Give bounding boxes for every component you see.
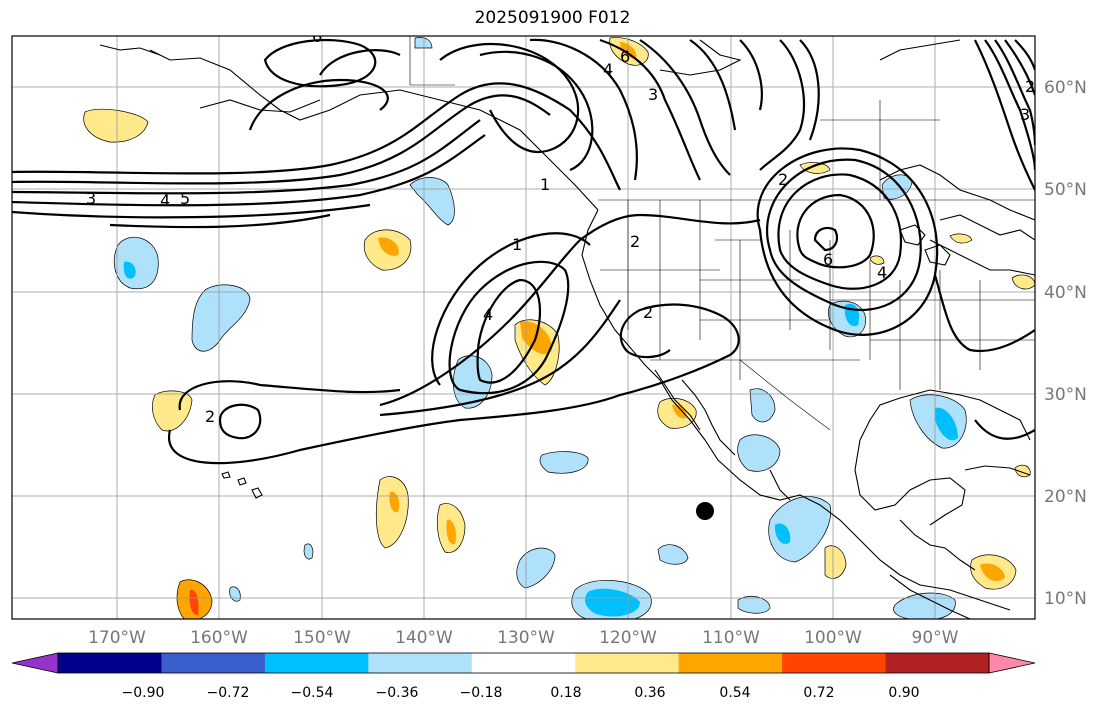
contour-label: 3 bbox=[648, 85, 658, 104]
negative-anomaly-shading bbox=[113, 37, 967, 619]
colorbar-tick-label: −0.54 bbox=[291, 685, 334, 701]
colorbar-tick-label: 0.90 bbox=[888, 685, 919, 701]
colorbar bbox=[11, 652, 1036, 674]
contour-label: 1 bbox=[540, 175, 550, 194]
contour-label: 4 bbox=[603, 60, 613, 79]
colorbar-tick-label: 0.18 bbox=[550, 685, 581, 701]
contour-label: 2 bbox=[778, 170, 788, 189]
lon-label: 120°W bbox=[599, 628, 657, 648]
contour-label: 2 bbox=[205, 407, 215, 426]
colorbar-tick-label: 0.72 bbox=[803, 685, 834, 701]
lat-label: 40°N bbox=[1044, 283, 1087, 303]
lon-label: 160°W bbox=[190, 628, 248, 648]
lon-label: 100°W bbox=[804, 628, 862, 648]
colorbar-segment bbox=[368, 653, 473, 673]
lat-label: 20°N bbox=[1044, 487, 1087, 507]
colorbar-segment bbox=[678, 653, 783, 673]
lon-label: 170°W bbox=[88, 628, 146, 648]
map-panel: 6 3 4 5 3 4 1 4 2 2 2 6 4 2 6 1 2 3 bbox=[12, 27, 1035, 619]
colorbar-segment bbox=[885, 653, 990, 673]
contour-label: 3 bbox=[1020, 105, 1030, 124]
lat-label: 50°N bbox=[1044, 180, 1087, 200]
colorbar-tick-labels: −0.90 −0.72 −0.54 −0.36 −0.18 0.18 0.36 … bbox=[122, 685, 920, 701]
contour-label: 4 bbox=[877, 263, 887, 282]
coastlines bbox=[99, 39, 1035, 619]
height-contours bbox=[12, 38, 1035, 465]
political-boundaries bbox=[409, 36, 1035, 431]
contour-label: 6 bbox=[620, 47, 630, 66]
location-marker bbox=[696, 502, 714, 520]
colorbar-tick-label: 0.36 bbox=[634, 685, 665, 701]
colorbar-tick-label: −0.18 bbox=[460, 685, 503, 701]
colorbar-segment bbox=[58, 653, 162, 673]
contour-label: 4 bbox=[160, 191, 170, 210]
lon-label: 140°W bbox=[395, 628, 453, 648]
lat-label: 60°N bbox=[1044, 78, 1087, 98]
map-title: 2025091900 F012 bbox=[474, 8, 631, 28]
positive-anomaly-shading bbox=[83, 37, 1035, 619]
latitude-labels: 60°N 50°N 40°N 30°N 20°N 10°N bbox=[1044, 78, 1087, 609]
contour-label: 2 bbox=[630, 232, 640, 251]
colorbar-segment bbox=[264, 653, 369, 673]
contour-labels: 6 3 4 5 3 4 1 4 2 2 2 6 4 2 6 1 2 3 bbox=[86, 27, 1035, 426]
colorbar-segment bbox=[782, 653, 887, 673]
lon-label: 90°W bbox=[912, 628, 959, 648]
longitude-labels: 170°W 160°W 150°W 140°W 130°W 120°W 110°… bbox=[88, 628, 959, 648]
colorbar-tick-label: 0.54 bbox=[719, 685, 750, 701]
colorbar-tick-label: −0.90 bbox=[122, 685, 165, 701]
colorbar-tick-label: −0.36 bbox=[376, 685, 419, 701]
colorbar-segment bbox=[161, 653, 266, 673]
colorbar-extend-min bbox=[11, 652, 59, 674]
colorbar-outline bbox=[57, 652, 990, 674]
lat-label: 10°N bbox=[1044, 589, 1087, 609]
lon-label: 110°W bbox=[702, 628, 760, 648]
contour-label: 2 bbox=[643, 303, 653, 322]
colorbar-segment bbox=[575, 653, 680, 673]
contour-label: 2 bbox=[1025, 77, 1035, 96]
contour-label: 3 bbox=[86, 189, 96, 208]
lon-label: 150°W bbox=[293, 628, 351, 648]
lat-label: 30°N bbox=[1044, 385, 1087, 405]
colorbar-segment bbox=[471, 653, 576, 673]
contour-label: 5 bbox=[180, 189, 190, 208]
contour-label: 6 bbox=[823, 250, 833, 269]
contour-label: 4 bbox=[483, 305, 493, 324]
colorbar-extend-max bbox=[988, 652, 1036, 674]
colorbar-tick-label: −0.72 bbox=[207, 685, 250, 701]
lon-label: 130°W bbox=[497, 628, 555, 648]
contour-label: 6 bbox=[312, 27, 322, 46]
map-frame bbox=[11, 35, 1036, 620]
contour-label: 1 bbox=[512, 235, 522, 254]
